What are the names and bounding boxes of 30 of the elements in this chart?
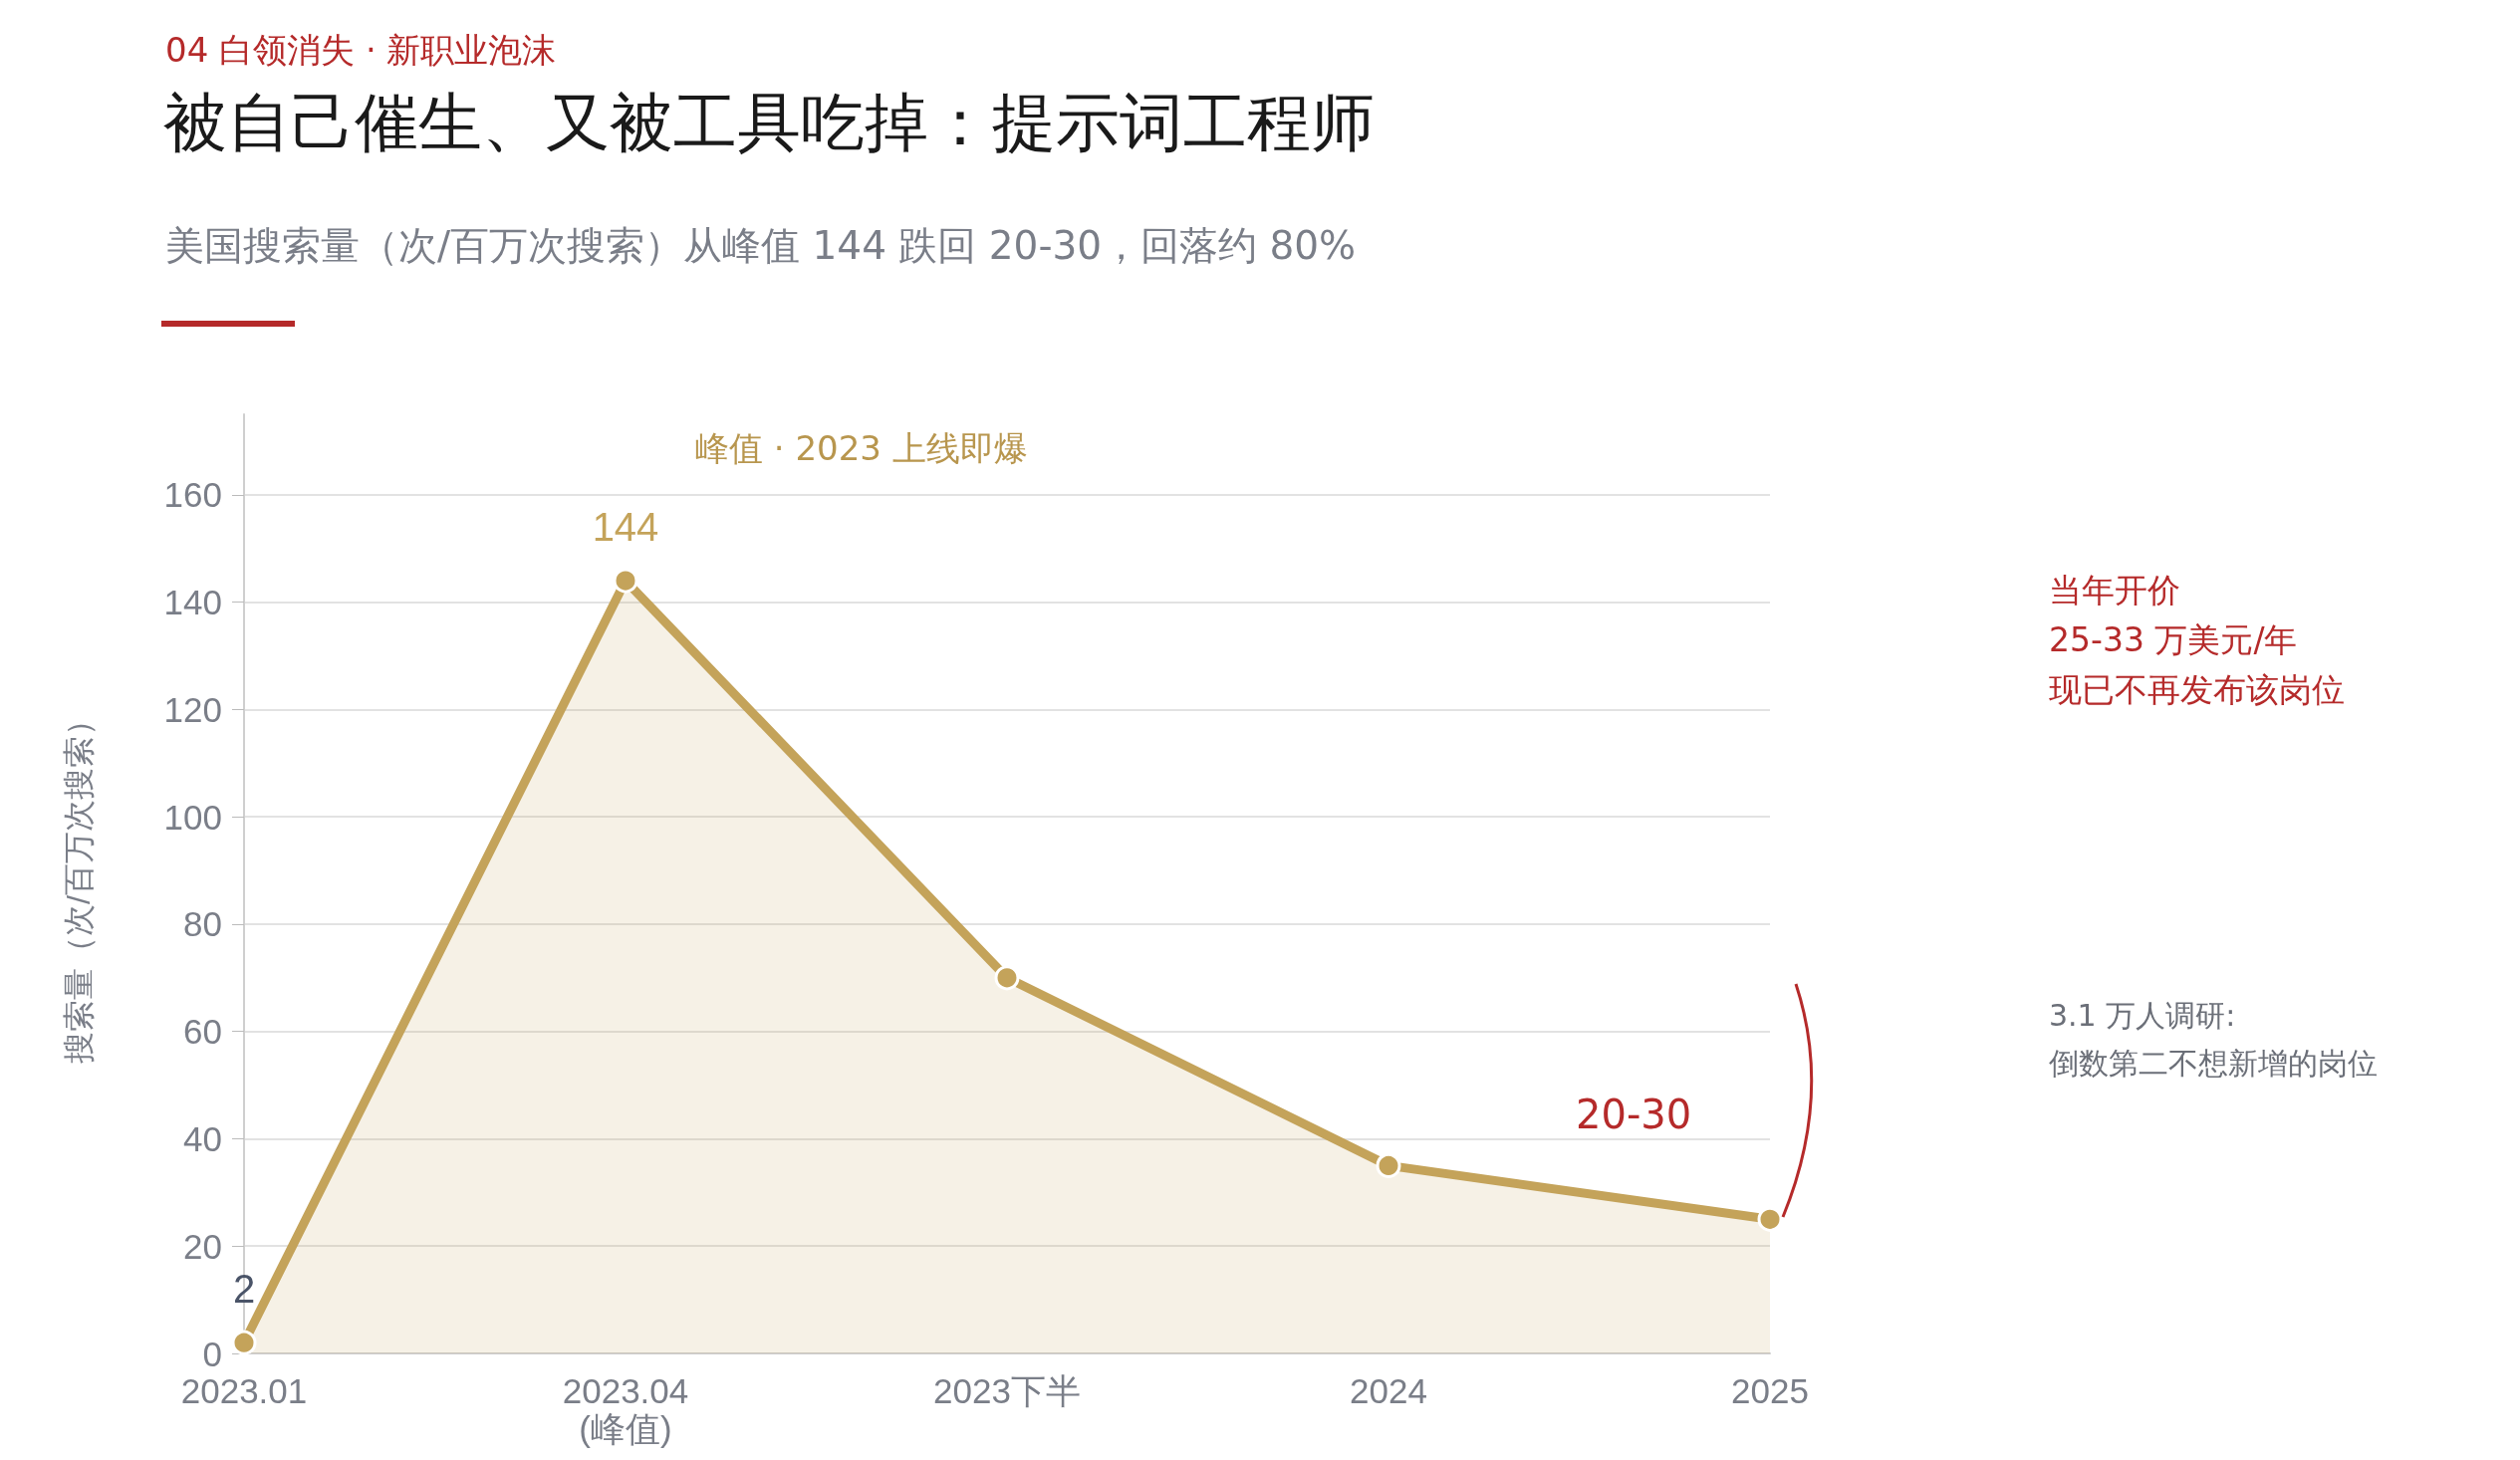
y-tick-label: 140 xyxy=(163,583,222,622)
x-tick-label: 2023.01 xyxy=(180,1370,308,1410)
x-tick-label: 2023.04 (峰值) xyxy=(562,1370,689,1448)
text: 04 白领消失 · 新职业泡沫 xyxy=(165,29,557,72)
y-tick-label: 60 xyxy=(183,1012,222,1052)
point xyxy=(1757,1206,1783,1232)
chart-title: 被自己催生、又被工具吃掉：提示词工程师 xyxy=(163,85,1375,161)
text: 当年开价 25-33 万美元/年 xyxy=(2049,570,2298,661)
x-tick-label: 2024 xyxy=(1350,1370,1427,1410)
y-tick-label: 20 xyxy=(183,1226,222,1266)
y-axis-title: 搜索量（次/百万次搜索） xyxy=(61,704,97,1064)
x-tick-label: 2025 xyxy=(1731,1370,1809,1410)
point xyxy=(994,965,1020,991)
y-tick-label: 0 xyxy=(202,1334,222,1373)
y-tick-label: 120 xyxy=(163,689,222,729)
y-tick-label: 40 xyxy=(183,1118,222,1158)
y-tick-label: 80 xyxy=(183,904,222,944)
y-tick-label: 160 xyxy=(163,475,222,515)
annotation: 20-30 xyxy=(1576,1092,1692,1137)
point xyxy=(613,568,638,594)
chart-subtitle: 美国搜索量（次/百万次搜索）从峰值 144 跌回 20-30，回落约 80% xyxy=(165,222,1357,270)
data-label: 2 xyxy=(232,1266,256,1311)
y-tick-label: 100 xyxy=(163,797,222,837)
point xyxy=(231,1330,257,1355)
data-label: 144 xyxy=(592,504,659,549)
text: 现已不再发布该岗位 xyxy=(2049,669,2345,711)
text: 3.1 万人调研: 倒数第二不想新增的岗位 xyxy=(2049,997,2378,1083)
point xyxy=(1376,1152,1401,1178)
x-tick-label: 2023下半 xyxy=(933,1370,1081,1410)
annotation: 峰值 · 2023 上线即爆 xyxy=(695,427,1028,470)
